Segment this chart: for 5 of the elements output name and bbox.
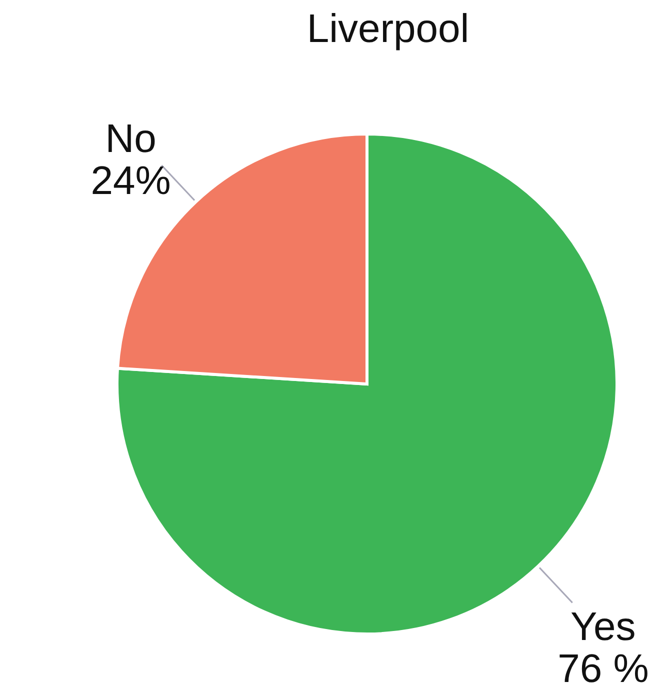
chart-title: Liverpool (306, 7, 470, 51)
slice-label: Yes (570, 605, 636, 650)
data-label: 76 % (558, 647, 649, 692)
slice-label: No (105, 116, 156, 161)
data-label: 24% (90, 158, 171, 203)
